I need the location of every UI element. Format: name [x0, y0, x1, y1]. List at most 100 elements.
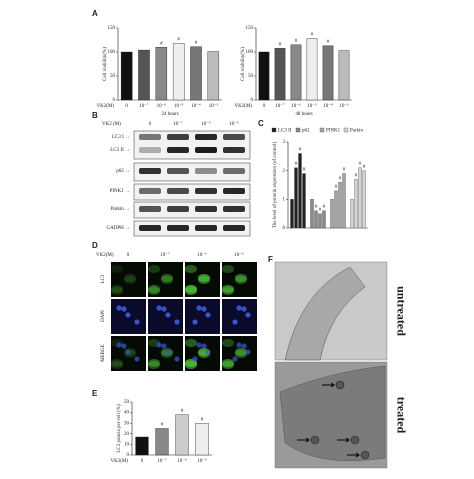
- blot-band: [223, 188, 245, 194]
- blot-band: [167, 134, 189, 140]
- significance-mark: #: [181, 409, 184, 414]
- y-tick-label: 1: [283, 197, 286, 202]
- cell-signal: [222, 339, 234, 347]
- vacuole: [350, 435, 360, 445]
- dose-label: 10⁻⁷: [173, 121, 183, 127]
- micrograph: [148, 336, 183, 371]
- nucleus: [196, 342, 202, 348]
- bar: [155, 47, 168, 101]
- bar: [334, 190, 338, 229]
- x-tick-label: 10⁻⁵: [307, 103, 317, 109]
- row-label: DAPI: [101, 310, 106, 322]
- y-tick-label: 50: [124, 400, 130, 405]
- x-tick-label: 10⁻³: [339, 103, 349, 109]
- blot-band: [195, 134, 217, 140]
- x-tick-label: 10⁻⁵: [197, 458, 207, 464]
- cell-signal: [222, 285, 234, 293]
- arrow: [337, 437, 350, 443]
- treatment-label: VK2(M): [96, 253, 114, 258]
- cell-signal: [111, 265, 123, 273]
- nucleus: [125, 312, 131, 318]
- blot-band: [223, 206, 245, 212]
- vacuole: [310, 435, 320, 445]
- dose-label: 10⁻⁶: [197, 252, 207, 258]
- nucleus: [174, 356, 180, 362]
- legend-swatch: [319, 127, 325, 133]
- dose-label: 0: [149, 122, 152, 127]
- nucleus: [196, 305, 202, 311]
- significance-mark: #: [315, 205, 318, 210]
- bar: [294, 167, 298, 229]
- nucleus: [156, 342, 162, 348]
- micrograph: [148, 299, 183, 334]
- y-tick-label: 3: [283, 140, 286, 145]
- legend-swatch: [343, 127, 349, 133]
- x-tick-label: 10⁻⁷: [275, 103, 285, 109]
- nucleus: [161, 306, 167, 312]
- panel-letter: D: [92, 241, 98, 250]
- significance-mark: #: [319, 208, 322, 213]
- em-label: untreated: [394, 286, 408, 336]
- bar: [338, 50, 350, 101]
- dose-label: 0: [127, 253, 130, 258]
- y-tick-label: 150: [246, 26, 254, 31]
- panel-letter: A: [92, 9, 98, 18]
- blot-band: [223, 168, 245, 174]
- x-tick-label: 10⁻⁴: [323, 103, 333, 109]
- dose-label: 10⁻⁶: [201, 121, 211, 127]
- cell-outline: [284, 266, 366, 361]
- blot-band: [223, 134, 245, 140]
- significance-mark: #: [311, 33, 314, 38]
- bar: [135, 436, 149, 456]
- cell-signal: [235, 348, 247, 356]
- y-axis-label: Cell viability(%): [241, 47, 246, 81]
- band-label: LC3 II →: [110, 148, 130, 153]
- vacuole: [360, 450, 370, 460]
- blot-band: [195, 188, 217, 194]
- bar: [338, 181, 342, 229]
- bar: [190, 46, 202, 101]
- significance-mark: #: [195, 41, 198, 46]
- dose-label: 10⁻⁵: [229, 121, 239, 127]
- blot-frame: [133, 201, 251, 219]
- y-axis-label: Cell viability(%): [103, 47, 108, 81]
- bar: [322, 45, 334, 101]
- x-tick-label: 0: [263, 104, 266, 109]
- band-label: Parkin →: [111, 207, 130, 212]
- y-axis-label: The level of protein expression (of cont…: [273, 141, 278, 228]
- y-tick-label: 40: [124, 411, 130, 416]
- significance-mark: #: [295, 39, 298, 44]
- y-tick-label: 100: [246, 50, 254, 55]
- bar: [290, 199, 294, 229]
- significance-mark: #: [299, 148, 302, 153]
- nucleus: [116, 305, 122, 311]
- bar: [362, 170, 366, 229]
- micrograph: [111, 262, 146, 297]
- blot-band: [167, 188, 189, 194]
- nucleus: [245, 349, 251, 355]
- significance-mark: #: [323, 205, 326, 210]
- bar: [354, 179, 358, 229]
- arrow: [322, 382, 335, 388]
- nucleus: [174, 319, 180, 325]
- cell-signal: [148, 285, 160, 293]
- nucleus: [121, 343, 127, 349]
- panel-letter: B: [92, 111, 98, 120]
- arrow: [297, 437, 310, 443]
- y-tick-label: 30: [124, 421, 130, 426]
- band-label: p62 →: [116, 169, 130, 174]
- nucleus: [134, 356, 140, 362]
- y-tick-label: 100: [108, 50, 116, 55]
- x-tick-label: 10⁻⁵: [174, 103, 184, 109]
- cell-signal: [111, 285, 123, 293]
- treatment-label: VK2 (M): [102, 122, 121, 127]
- blot-band: [195, 147, 217, 153]
- blot-band: [167, 168, 189, 174]
- bar: [322, 210, 326, 229]
- y-tick-label: 10: [124, 443, 130, 448]
- vacuole: [335, 380, 345, 390]
- significance-mark: #: [201, 417, 204, 422]
- blot-band: [223, 147, 245, 153]
- nucleus: [241, 343, 247, 349]
- blot-band: [195, 225, 217, 231]
